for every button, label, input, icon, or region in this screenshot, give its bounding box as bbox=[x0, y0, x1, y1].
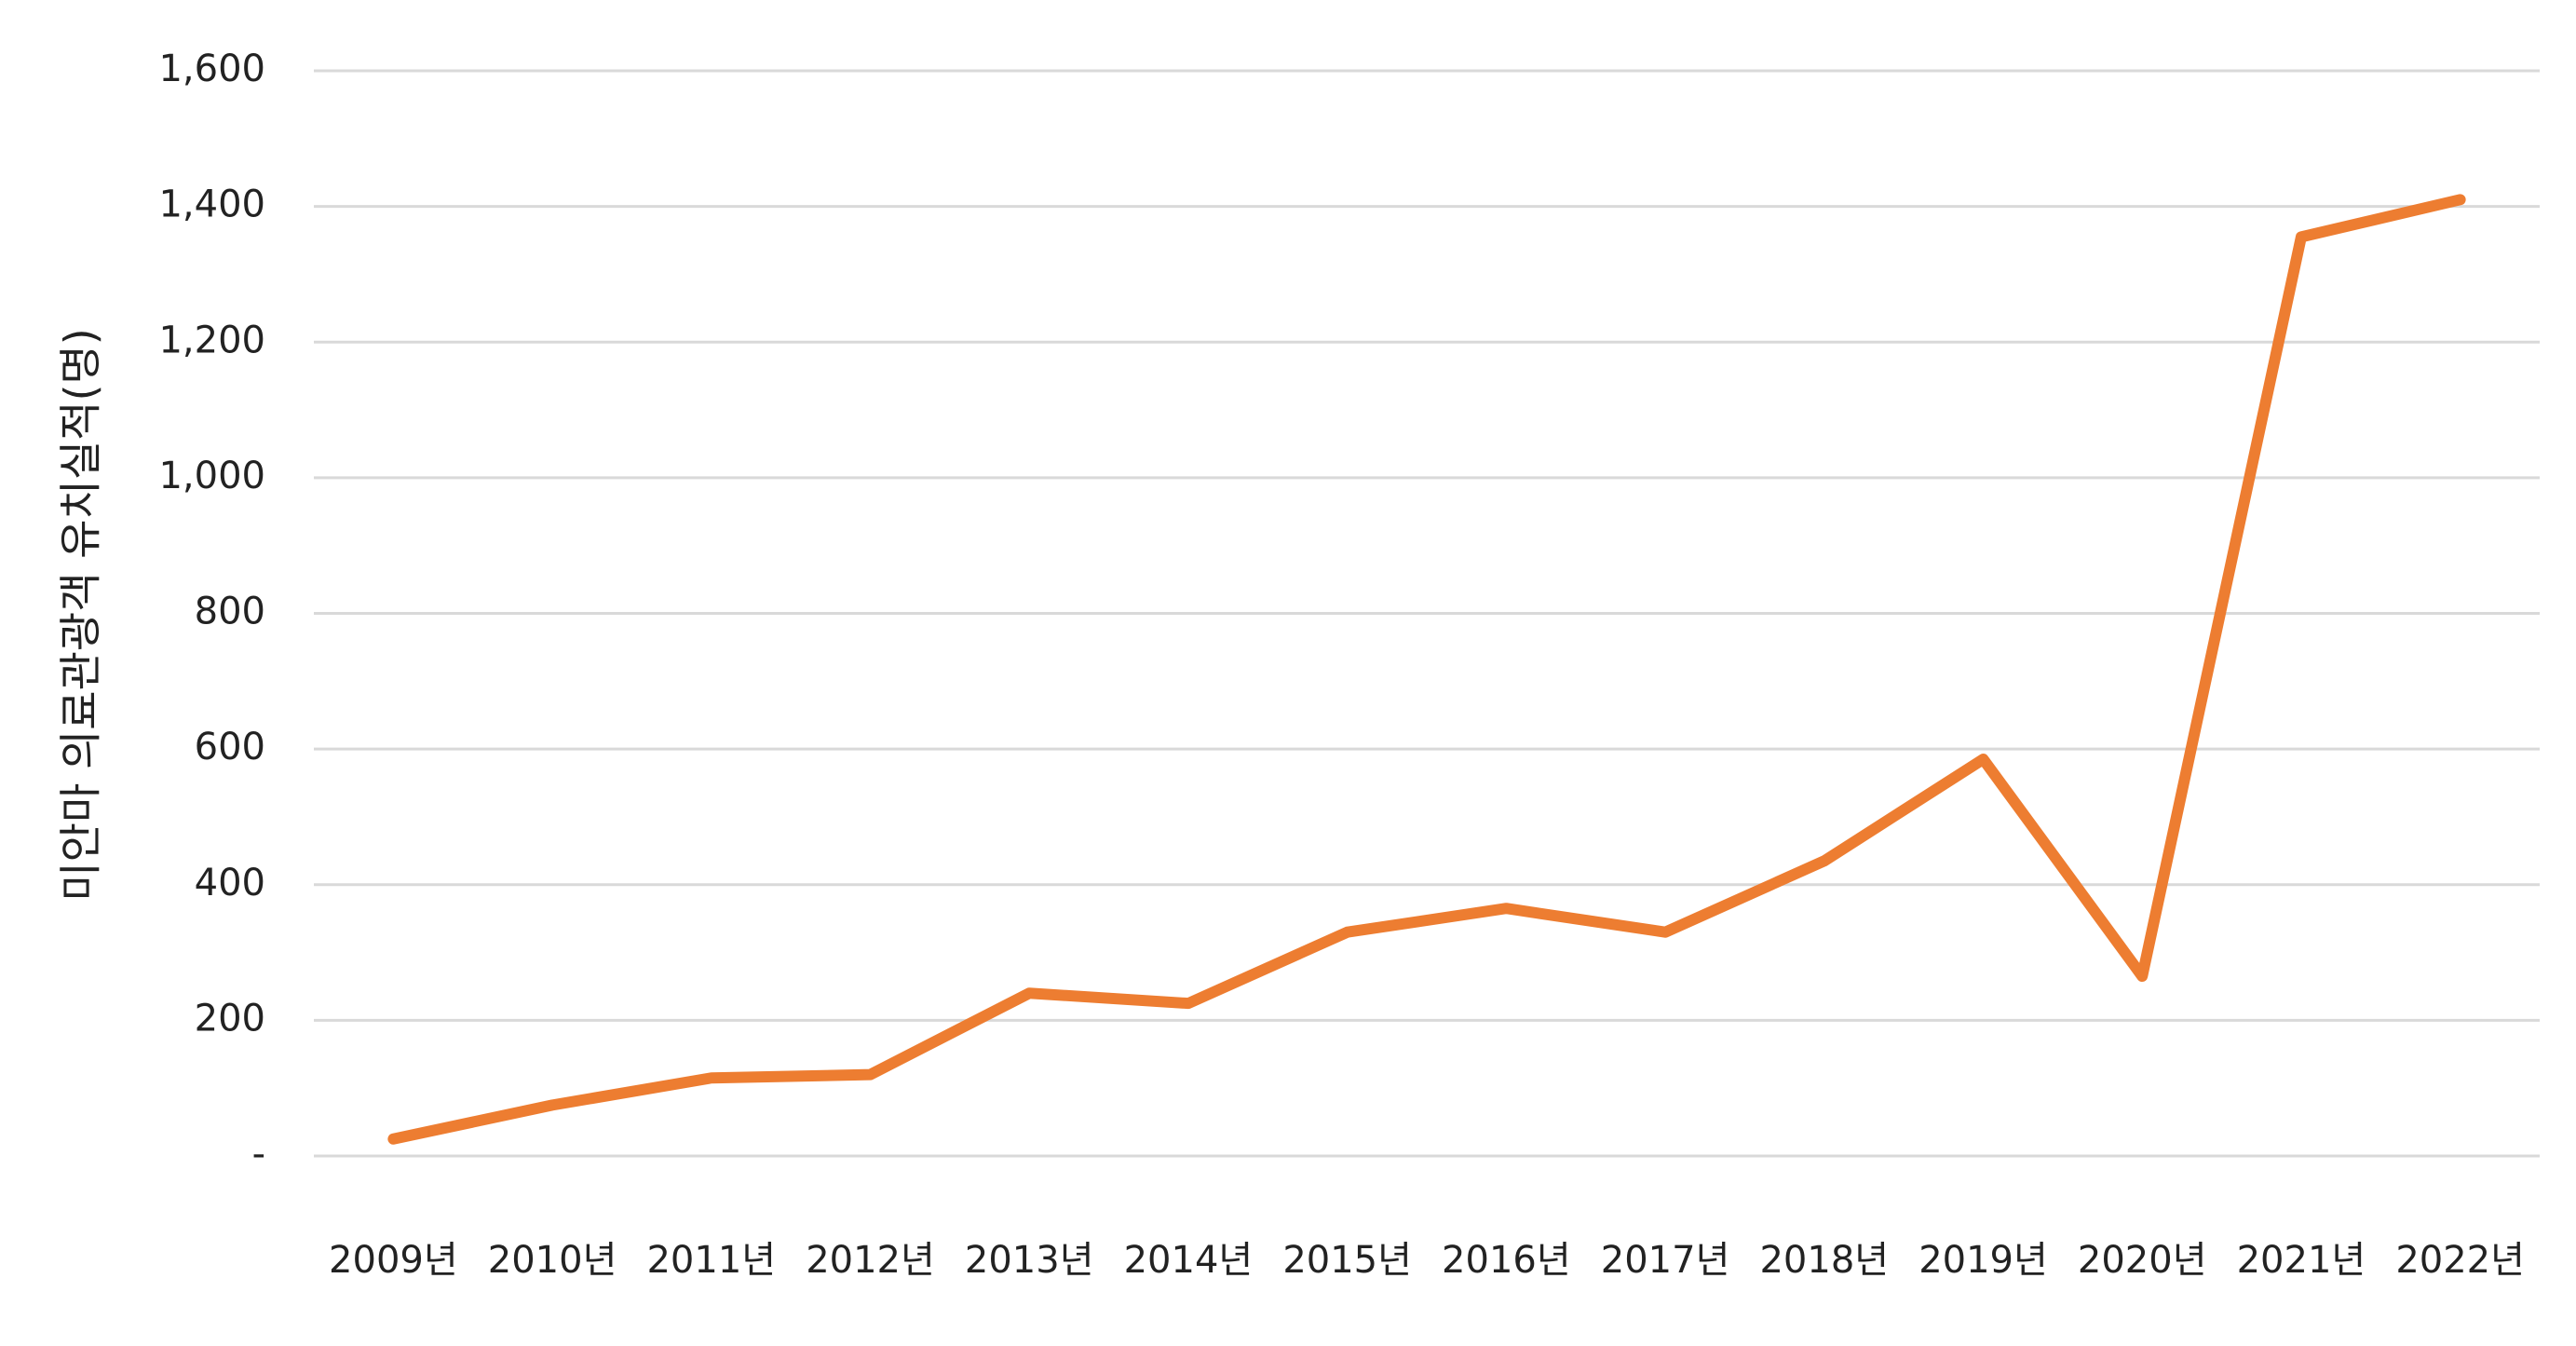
y-tick-label: 1,000 bbox=[158, 455, 265, 497]
x-tick-label: 2015년 bbox=[1282, 1239, 1412, 1282]
y-tick-label: 800 bbox=[195, 591, 265, 633]
y-tick-label: 400 bbox=[195, 862, 265, 904]
x-tick-label: 2019년 bbox=[1918, 1239, 2048, 1282]
x-tick-label: 2010년 bbox=[488, 1239, 617, 1282]
x-tick-label: 2020년 bbox=[2078, 1239, 2207, 1282]
x-tick-label: 2014년 bbox=[1124, 1239, 1254, 1282]
y-tick-label: - bbox=[252, 1133, 265, 1176]
y-tick-label: 1,200 bbox=[158, 319, 265, 361]
line-series bbox=[387, 194, 2466, 1145]
x-tick-label: 2009년 bbox=[329, 1239, 458, 1282]
x-tick-label: 2017년 bbox=[1601, 1239, 1730, 1282]
y-axis-label: 미안마 의료관광객 유치실적(명) bbox=[56, 328, 106, 901]
x-tick-label: 2022년 bbox=[2395, 1239, 2525, 1282]
x-tick-label: 2011년 bbox=[646, 1239, 776, 1282]
x-tick-label: 2013년 bbox=[965, 1239, 1094, 1282]
x-tick-label: 2018년 bbox=[1759, 1239, 1889, 1282]
x-tick-label: 2016년 bbox=[1442, 1239, 1571, 1282]
y-tick-label: 200 bbox=[195, 997, 265, 1040]
y-tick-label: 600 bbox=[195, 726, 265, 768]
x-tick-label: 2021년 bbox=[2237, 1239, 2366, 1282]
y-tick-label: 1,600 bbox=[158, 48, 265, 90]
y-tick-label: 1,400 bbox=[158, 184, 265, 226]
x-tick-label: 2012년 bbox=[806, 1239, 935, 1282]
